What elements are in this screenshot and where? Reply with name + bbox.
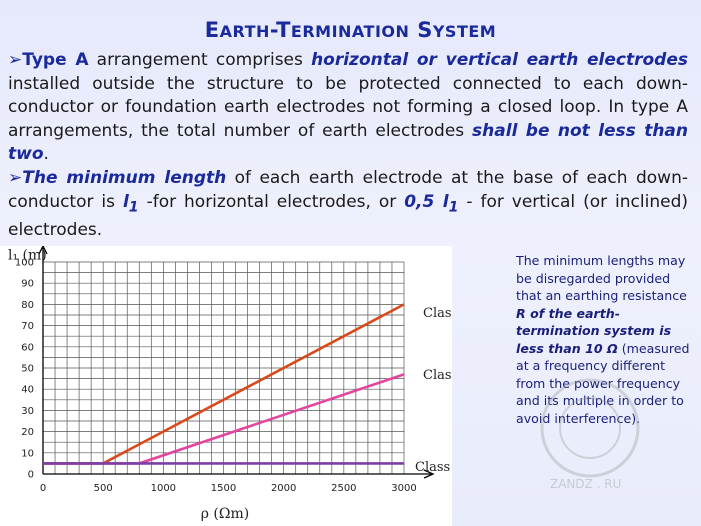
- y-axis-label: l₁ (m): [8, 248, 47, 264]
- x-tick-label: 1500: [211, 483, 236, 494]
- y-tick-label: 20: [21, 427, 34, 438]
- y-tick-label: 30: [21, 406, 34, 417]
- y-tick-label: 60: [21, 342, 34, 353]
- paragraph-minimum-length: ➢The minimum length of each earth electr…: [8, 168, 688, 241]
- y-tick-label: 0: [28, 470, 34, 481]
- y-tick-label: 100: [15, 258, 34, 269]
- x-tick-label: 0: [40, 483, 46, 494]
- x-tick-label: 3000: [391, 483, 416, 494]
- chart-panel: 0 10 20 30 40 50 60 70 80 90 100 0 500 1000 1500 2000 25…: [0, 246, 452, 526]
- watermark-text: ZANDZ . RU: [550, 477, 621, 491]
- x-tick-label: 1000: [151, 483, 176, 494]
- bullet-arrow-icon: ➢: [8, 168, 23, 188]
- y-tick-label: 80: [21, 300, 34, 311]
- series-label: Class III or IV: [415, 460, 452, 475]
- y-tick-label: 70: [21, 321, 34, 332]
- page-title: EARTH-TERMINATION SYSTEM: [204, 18, 497, 42]
- x-axis-arrow-icon: [423, 469, 435, 479]
- y-tick-label: 50: [21, 364, 34, 375]
- y-tick-label: 40: [21, 385, 34, 396]
- y-tick-label: 10: [21, 448, 34, 459]
- y-tick-label: 90: [21, 279, 34, 290]
- series-label: Class I: [423, 306, 452, 321]
- watermark-logo-icon: ZANDZ . RU: [540, 378, 640, 491]
- y-axis-arrow-icon: [38, 246, 48, 255]
- bullet-arrow-icon: ➢: [8, 50, 23, 70]
- x-tick-label: 2000: [271, 483, 296, 494]
- side-note: The minimum lengths may be disregarded p…: [516, 253, 690, 426]
- x-axis-label: ρ (Ωm): [201, 506, 250, 522]
- x-tick-label: 2500: [331, 483, 356, 494]
- series-label: Class II: [423, 368, 452, 383]
- x-tick-label: 500: [94, 483, 113, 494]
- paragraph-type-a: ➢Type A arrangement comprises horizontal…: [8, 50, 688, 164]
